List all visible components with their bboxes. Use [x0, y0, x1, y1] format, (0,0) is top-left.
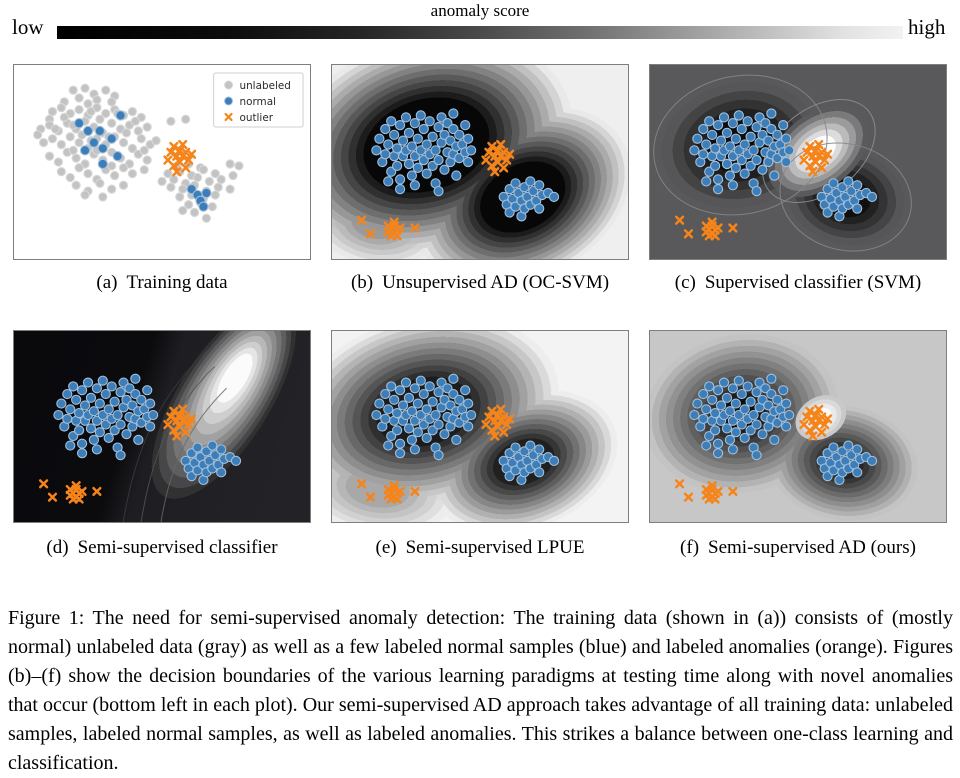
contour-field — [144, 331, 301, 510]
figure-caption: Figure 1: The need for semi-supervised a… — [8, 607, 953, 774]
unlabeled-legend-marker-icon — [224, 80, 234, 90]
subcaption-d-title: Semi-supervised classifier — [77, 537, 278, 558]
subcaption-b: (b) Unsupervised AD (OC-SVM) — [331, 272, 629, 294]
subcaption-c-title: Supervised classifier (SVM) — [704, 272, 922, 293]
outlier-points — [799, 404, 833, 441]
colorbar-title: anomaly score — [430, 1, 530, 20]
outlier-points — [163, 404, 197, 441]
panel-c — [649, 64, 947, 260]
normal-points — [498, 440, 560, 486]
normal-points — [186, 184, 212, 212]
normal-points — [816, 176, 878, 222]
normal-points — [689, 373, 795, 461]
outlier-points — [356, 479, 420, 504]
contour-line — [160, 387, 227, 522]
contour-line — [140, 366, 215, 522]
legend-label: outlier — [239, 112, 273, 124]
panel-d — [13, 330, 311, 523]
panel-a: unlabeled normal outlier — [13, 64, 311, 260]
subcaption-e-label: (e) — [375, 537, 397, 558]
outlier-points — [674, 215, 738, 241]
legend-box — [213, 72, 304, 128]
outlier-points — [674, 479, 738, 504]
panel-f — [649, 330, 947, 523]
outlier-points — [356, 215, 420, 241]
subcaption-a-title: Training data — [126, 272, 228, 293]
plot-training-data: unlabeled normal outlier — [14, 65, 310, 259]
outlier-points — [481, 139, 515, 177]
normal-points — [371, 108, 477, 197]
subcaption-c-label: (c) — [674, 272, 696, 293]
subcaption-c: (c) Supervised classifier (SVM) — [649, 272, 947, 294]
outlier-points — [163, 139, 197, 177]
outlier-legend-marker-icon — [224, 112, 233, 122]
normal-points — [180, 440, 242, 486]
normal-points — [53, 373, 159, 461]
plot-ocsvm — [332, 65, 628, 259]
plot-svm — [650, 65, 946, 259]
subcaption-e: (e) Semi-supervised LPUE — [331, 537, 629, 559]
normal-points — [816, 440, 878, 486]
panel-e — [331, 330, 629, 523]
legend-label: unlabeled — [239, 80, 290, 92]
panel-b — [331, 64, 629, 260]
subcaption-a-label: (a) — [96, 272, 118, 293]
unlabeled-points — [166, 114, 244, 181]
contour-field — [332, 180, 441, 259]
contour-line — [779, 142, 912, 252]
subcaption-f: (f) Semi-supervised AD (ours) — [649, 537, 947, 559]
paper-figure-page: { "colorbar": { "title": "anomaly score"… — [8, 1, 953, 774]
colorbar-high-label: high — [908, 15, 946, 39]
outlier-points — [481, 404, 515, 441]
normal-points — [689, 108, 795, 197]
colorbar-low-label: low — [12, 15, 44, 39]
normal-points — [371, 373, 477, 461]
normal-legend-marker-icon — [224, 96, 234, 106]
subcaption-f-title: Semi-supervised AD (ours) — [708, 537, 916, 558]
normal-points — [498, 176, 560, 222]
subcaption-a: (a) Training data — [13, 272, 311, 294]
anomaly-score-colorbar — [57, 26, 903, 39]
subcaption-f-label: (f) — [680, 537, 700, 558]
subcaption-b-label: (b) — [350, 272, 374, 293]
subcaption-e-title: Semi-supervised LPUE — [405, 537, 585, 558]
legend: unlabeled normal outlier — [213, 72, 304, 128]
subcaption-d: (d) Semi-supervised classifier — [13, 537, 311, 559]
outlier-points — [38, 479, 102, 504]
legend-label: normal — [239, 96, 276, 108]
contour-line — [653, 74, 828, 216]
normal-points — [74, 110, 126, 170]
contour-field — [332, 442, 455, 522]
plot-semisup-classifier — [14, 331, 310, 522]
subcaption-d-label: (d) — [46, 537, 69, 558]
plot-semisup-ad — [650, 331, 946, 522]
plot-lpue — [332, 331, 628, 522]
subcaption-b-title: Unsupervised AD (OC-SVM) — [382, 272, 610, 293]
outlier-points — [799, 139, 833, 177]
